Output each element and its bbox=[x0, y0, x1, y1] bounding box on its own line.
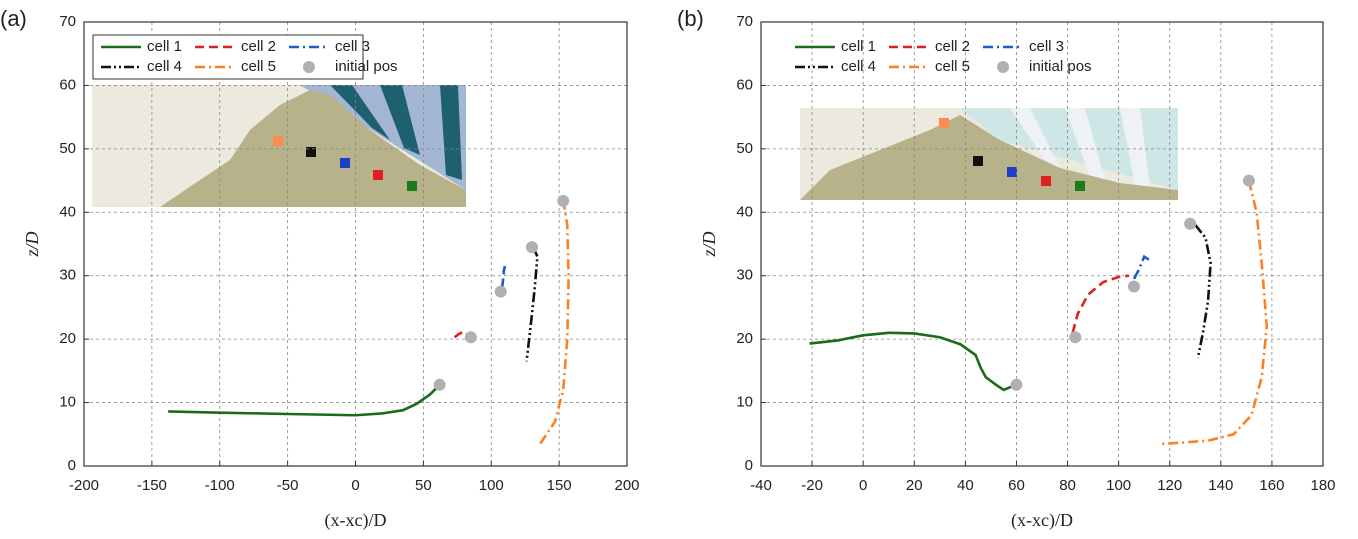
panel: -200 -150 -100 -50 0 50 100 150 200 0 10 20 30 40 50 60… bbox=[0, 6, 640, 531]
series-line bbox=[1161, 180, 1269, 446]
y-tick-label: 70 bbox=[59, 13, 76, 30]
y-tick-label: 50 bbox=[736, 140, 753, 157]
x-tick-label: -40 bbox=[750, 477, 772, 494]
legend-label: cell 2 bbox=[241, 38, 276, 55]
y-tick-label: 30 bbox=[59, 267, 76, 284]
x-tick-label: 120 bbox=[1157, 477, 1182, 494]
y-tick-label: 30 bbox=[736, 267, 753, 284]
y-tick-label: 40 bbox=[59, 203, 76, 220]
legend-label: cell 4 bbox=[841, 58, 876, 75]
series-line bbox=[539, 199, 570, 445]
x-axis-title: (x-xc)/D bbox=[1011, 510, 1073, 531]
y-tick-label: 20 bbox=[736, 330, 753, 347]
plot-frame bbox=[760, 21, 1324, 467]
plot-frame bbox=[83, 21, 628, 467]
y-axis-title: z/D bbox=[699, 231, 719, 257]
x-tick-label: 200 bbox=[614, 477, 639, 494]
point bbox=[557, 194, 570, 207]
x-tick-label: -150 bbox=[137, 477, 167, 494]
series-line bbox=[453, 329, 470, 339]
x-tick-label: 160 bbox=[1259, 477, 1284, 494]
y-tick-label: 60 bbox=[736, 76, 753, 93]
x-tick-label: -50 bbox=[277, 477, 299, 494]
y-axis-title: z/D bbox=[22, 231, 42, 257]
y-tick-label: 60 bbox=[59, 76, 76, 93]
legend-symbol bbox=[997, 61, 1009, 73]
inset-image bbox=[92, 85, 466, 207]
point bbox=[1127, 280, 1140, 293]
legend-label: initial pos bbox=[335, 58, 398, 75]
x-tick-label: 0 bbox=[351, 477, 359, 494]
legend-label: cell 4 bbox=[147, 58, 182, 75]
x-tick-label: 180 bbox=[1310, 477, 1335, 494]
series-line bbox=[809, 331, 1012, 392]
point bbox=[525, 241, 538, 254]
x-tick-label: 20 bbox=[906, 477, 923, 494]
y-tick-label: 70 bbox=[736, 13, 753, 30]
legend-symbol bbox=[303, 61, 315, 73]
x-tick-label: 140 bbox=[1208, 477, 1233, 494]
series-line bbox=[500, 265, 507, 289]
point bbox=[1069, 331, 1082, 344]
point bbox=[1242, 174, 1255, 187]
x-tick-label: 50 bbox=[415, 477, 432, 494]
x-axis-title: (x-xc)/D bbox=[325, 510, 387, 531]
x-tick-label: 150 bbox=[547, 477, 572, 494]
y-tick-label: 40 bbox=[736, 203, 753, 220]
legend-label: initial pos bbox=[1029, 58, 1092, 75]
point bbox=[433, 378, 446, 391]
x-tick-label: 80 bbox=[1059, 477, 1076, 494]
legend-frame bbox=[92, 34, 364, 80]
legend-label: cell 1 bbox=[147, 38, 182, 55]
point bbox=[1184, 217, 1197, 230]
series-line bbox=[525, 246, 539, 362]
y-tick-label: 20 bbox=[59, 330, 76, 347]
y-tick-label: 0 bbox=[68, 457, 76, 474]
series-line bbox=[1071, 274, 1130, 334]
panel: -40 -20 0 20 40 60 80 100 120 140 160 180 0 10 20 30 40 5… bbox=[677, 6, 1336, 531]
legend-label: cell 2 bbox=[935, 38, 970, 55]
legend-label: cell 1 bbox=[841, 38, 876, 55]
point bbox=[464, 331, 477, 344]
inset-image bbox=[800, 108, 1178, 200]
series-line bbox=[1194, 224, 1212, 359]
panel-label: (a) bbox=[0, 6, 27, 31]
series-line bbox=[168, 383, 441, 417]
point bbox=[1010, 378, 1023, 391]
legend-label: cell 5 bbox=[241, 58, 276, 75]
legend-label: cell 3 bbox=[1029, 38, 1064, 55]
legend-label: cell 5 bbox=[935, 58, 970, 75]
x-tick-label: -100 bbox=[205, 477, 235, 494]
point bbox=[494, 285, 507, 298]
x-tick-label: 100 bbox=[479, 477, 504, 494]
legend-label: cell 3 bbox=[335, 38, 370, 55]
y-tick-label: 50 bbox=[59, 140, 76, 157]
y-tick-label: 10 bbox=[736, 394, 753, 411]
x-tick-label: -20 bbox=[801, 477, 823, 494]
x-tick-label: 100 bbox=[1106, 477, 1131, 494]
x-tick-label: 60 bbox=[1008, 477, 1025, 494]
series-line bbox=[1132, 254, 1150, 280]
x-tick-label: 40 bbox=[957, 477, 974, 494]
x-tick-label: 0 bbox=[859, 477, 867, 494]
panel-label: (b) bbox=[677, 6, 704, 31]
x-tick-label: -200 bbox=[69, 477, 99, 494]
y-tick-label: 0 bbox=[745, 457, 753, 474]
y-tick-label: 10 bbox=[59, 394, 76, 411]
